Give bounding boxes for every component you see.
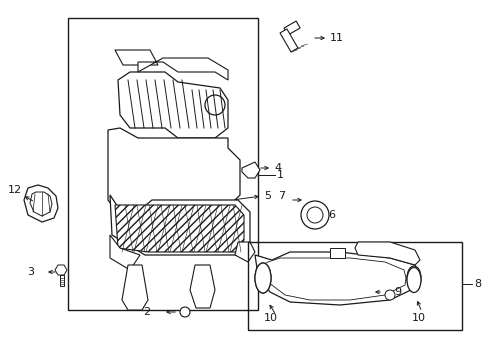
Text: 12: 12 [8,185,22,195]
Polygon shape [24,185,58,222]
Text: 10: 10 [264,313,278,323]
Text: 9: 9 [393,287,400,297]
Bar [60,275,64,286]
Bar [280,29,297,52]
Polygon shape [110,195,249,255]
Ellipse shape [406,267,420,292]
Text: 1: 1 [276,170,284,180]
Polygon shape [262,258,405,300]
Polygon shape [30,192,52,216]
Polygon shape [254,252,417,305]
Circle shape [204,95,224,115]
Ellipse shape [406,266,420,290]
Circle shape [384,290,394,300]
Text: 2: 2 [142,307,150,317]
Circle shape [306,207,323,223]
Polygon shape [115,50,158,65]
Polygon shape [190,265,215,308]
Text: 6: 6 [327,210,334,220]
Polygon shape [242,162,260,178]
Polygon shape [118,72,227,138]
Polygon shape [122,265,148,310]
Polygon shape [108,128,240,215]
Polygon shape [138,58,227,80]
Circle shape [301,201,328,229]
Text: 3: 3 [27,267,34,277]
Polygon shape [115,205,244,252]
Polygon shape [110,235,140,270]
Text: 10: 10 [411,313,425,323]
Polygon shape [235,242,254,262]
Bar [247,242,461,330]
Ellipse shape [254,263,270,293]
Ellipse shape [409,271,417,285]
Polygon shape [55,265,67,275]
Text: 4: 4 [273,163,281,173]
Polygon shape [354,242,419,265]
Ellipse shape [254,263,270,293]
Text: 8: 8 [473,279,480,289]
Text: 11: 11 [329,33,343,43]
Bar [284,21,300,35]
Polygon shape [329,248,345,258]
Text: 7: 7 [278,191,285,201]
Bar [68,18,258,310]
Circle shape [180,307,190,317]
Text: 5: 5 [264,191,270,201]
Ellipse shape [259,269,266,287]
